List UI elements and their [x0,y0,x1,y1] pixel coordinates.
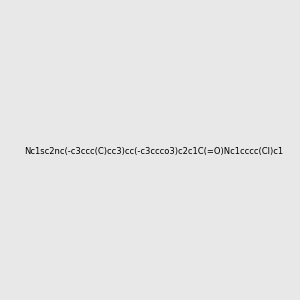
Text: Nc1sc2nc(-c3ccc(C)cc3)cc(-c3ccco3)c2c1C(=O)Nc1cccc(Cl)c1: Nc1sc2nc(-c3ccc(C)cc3)cc(-c3ccco3)c2c1C(… [24,147,283,156]
